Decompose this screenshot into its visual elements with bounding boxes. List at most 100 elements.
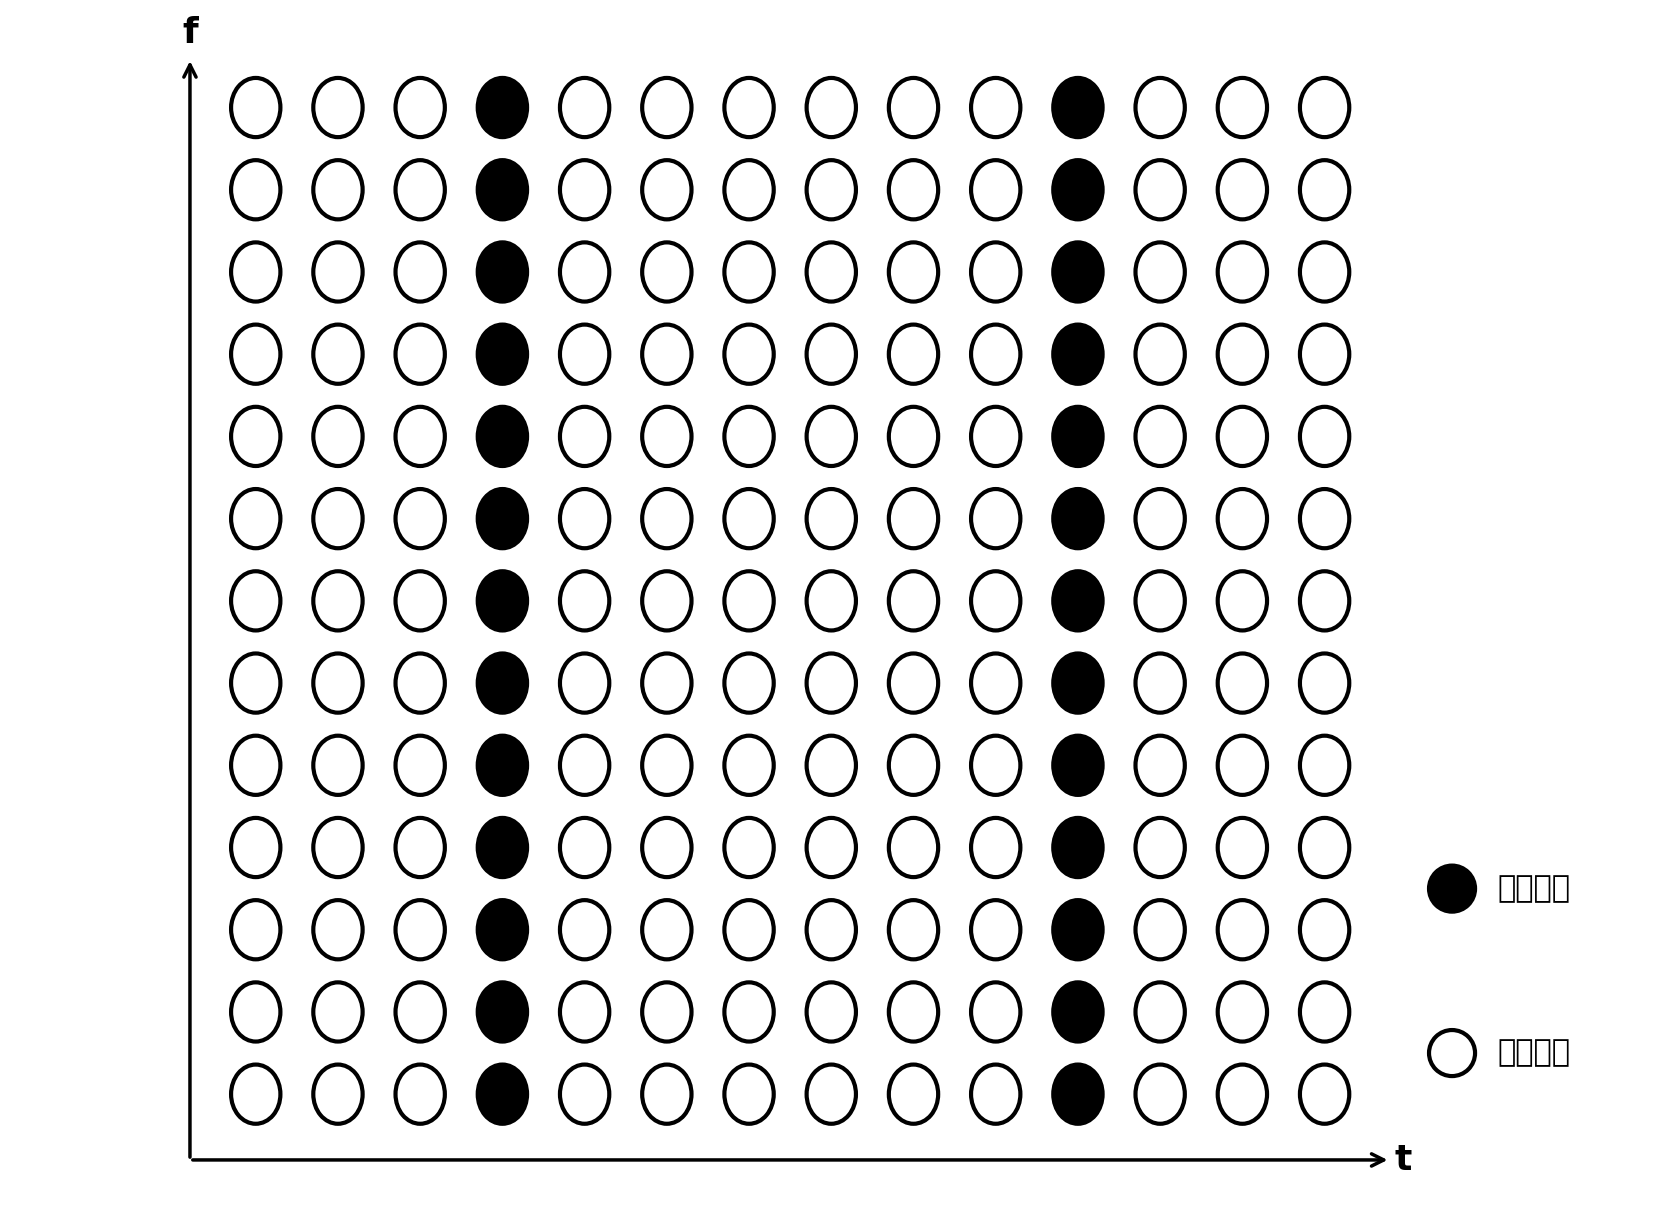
Ellipse shape xyxy=(1053,243,1103,302)
Ellipse shape xyxy=(1135,571,1185,631)
Ellipse shape xyxy=(724,407,774,466)
Ellipse shape xyxy=(1217,982,1268,1041)
Ellipse shape xyxy=(1135,243,1185,302)
Ellipse shape xyxy=(641,161,692,220)
Ellipse shape xyxy=(641,818,692,877)
Ellipse shape xyxy=(641,325,692,384)
Ellipse shape xyxy=(1300,1064,1350,1123)
Ellipse shape xyxy=(641,407,692,466)
Ellipse shape xyxy=(1053,407,1103,466)
Ellipse shape xyxy=(314,1064,363,1123)
Ellipse shape xyxy=(641,900,692,959)
Ellipse shape xyxy=(724,161,774,220)
Ellipse shape xyxy=(1053,982,1103,1041)
Text: 数据符号: 数据符号 xyxy=(1498,1039,1570,1068)
Ellipse shape xyxy=(479,79,527,138)
Ellipse shape xyxy=(806,818,856,877)
Ellipse shape xyxy=(479,982,527,1041)
Ellipse shape xyxy=(1135,161,1185,220)
Ellipse shape xyxy=(396,243,445,302)
Text: 导频符号: 导频符号 xyxy=(1498,875,1570,904)
Ellipse shape xyxy=(479,161,527,220)
Ellipse shape xyxy=(641,1064,692,1123)
Ellipse shape xyxy=(970,900,1021,959)
Ellipse shape xyxy=(1300,571,1350,631)
Ellipse shape xyxy=(1217,79,1268,138)
Ellipse shape xyxy=(561,161,609,220)
Ellipse shape xyxy=(1300,243,1350,302)
Ellipse shape xyxy=(1135,325,1185,384)
Ellipse shape xyxy=(970,325,1021,384)
Ellipse shape xyxy=(314,489,363,548)
Text: t: t xyxy=(1395,1143,1412,1177)
Ellipse shape xyxy=(1217,900,1268,959)
Ellipse shape xyxy=(396,736,445,795)
Ellipse shape xyxy=(888,900,939,959)
Ellipse shape xyxy=(396,982,445,1041)
Ellipse shape xyxy=(1217,818,1268,877)
Ellipse shape xyxy=(970,79,1021,138)
Ellipse shape xyxy=(1053,1064,1103,1123)
Ellipse shape xyxy=(1217,325,1268,384)
Ellipse shape xyxy=(479,900,527,959)
Ellipse shape xyxy=(479,489,527,548)
Ellipse shape xyxy=(724,736,774,795)
Ellipse shape xyxy=(641,654,692,713)
Ellipse shape xyxy=(314,982,363,1041)
Ellipse shape xyxy=(396,161,445,220)
Ellipse shape xyxy=(314,571,363,631)
Ellipse shape xyxy=(396,1064,445,1123)
Ellipse shape xyxy=(1135,654,1185,713)
Ellipse shape xyxy=(724,654,774,713)
Ellipse shape xyxy=(641,736,692,795)
Ellipse shape xyxy=(396,489,445,548)
Ellipse shape xyxy=(970,1064,1021,1123)
Ellipse shape xyxy=(888,982,939,1041)
Ellipse shape xyxy=(970,489,1021,548)
Ellipse shape xyxy=(232,407,280,466)
Ellipse shape xyxy=(888,654,939,713)
Ellipse shape xyxy=(561,571,609,631)
Ellipse shape xyxy=(806,736,856,795)
Ellipse shape xyxy=(888,243,939,302)
Ellipse shape xyxy=(806,243,856,302)
Ellipse shape xyxy=(232,489,280,548)
Ellipse shape xyxy=(1053,161,1103,220)
Ellipse shape xyxy=(396,79,445,138)
Ellipse shape xyxy=(314,243,363,302)
Ellipse shape xyxy=(1300,818,1350,877)
Ellipse shape xyxy=(232,243,280,302)
Ellipse shape xyxy=(724,1064,774,1123)
Ellipse shape xyxy=(1429,866,1476,912)
Ellipse shape xyxy=(1300,654,1350,713)
Ellipse shape xyxy=(806,325,856,384)
Ellipse shape xyxy=(1300,325,1350,384)
Ellipse shape xyxy=(314,161,363,220)
Ellipse shape xyxy=(232,736,280,795)
Ellipse shape xyxy=(1217,407,1268,466)
Ellipse shape xyxy=(724,982,774,1041)
Ellipse shape xyxy=(314,79,363,138)
Ellipse shape xyxy=(1053,736,1103,795)
Ellipse shape xyxy=(806,79,856,138)
Ellipse shape xyxy=(479,243,527,302)
Ellipse shape xyxy=(232,654,280,713)
Ellipse shape xyxy=(724,900,774,959)
Ellipse shape xyxy=(888,489,939,548)
Ellipse shape xyxy=(1217,243,1268,302)
Ellipse shape xyxy=(970,243,1021,302)
Ellipse shape xyxy=(724,243,774,302)
Ellipse shape xyxy=(806,654,856,713)
Ellipse shape xyxy=(232,325,280,384)
Ellipse shape xyxy=(232,161,280,220)
Ellipse shape xyxy=(806,161,856,220)
Ellipse shape xyxy=(1300,900,1350,959)
Ellipse shape xyxy=(1135,407,1185,466)
Ellipse shape xyxy=(314,736,363,795)
Ellipse shape xyxy=(561,407,609,466)
Ellipse shape xyxy=(888,818,939,877)
Ellipse shape xyxy=(888,161,939,220)
Ellipse shape xyxy=(232,818,280,877)
Ellipse shape xyxy=(1135,818,1185,877)
Ellipse shape xyxy=(314,325,363,384)
